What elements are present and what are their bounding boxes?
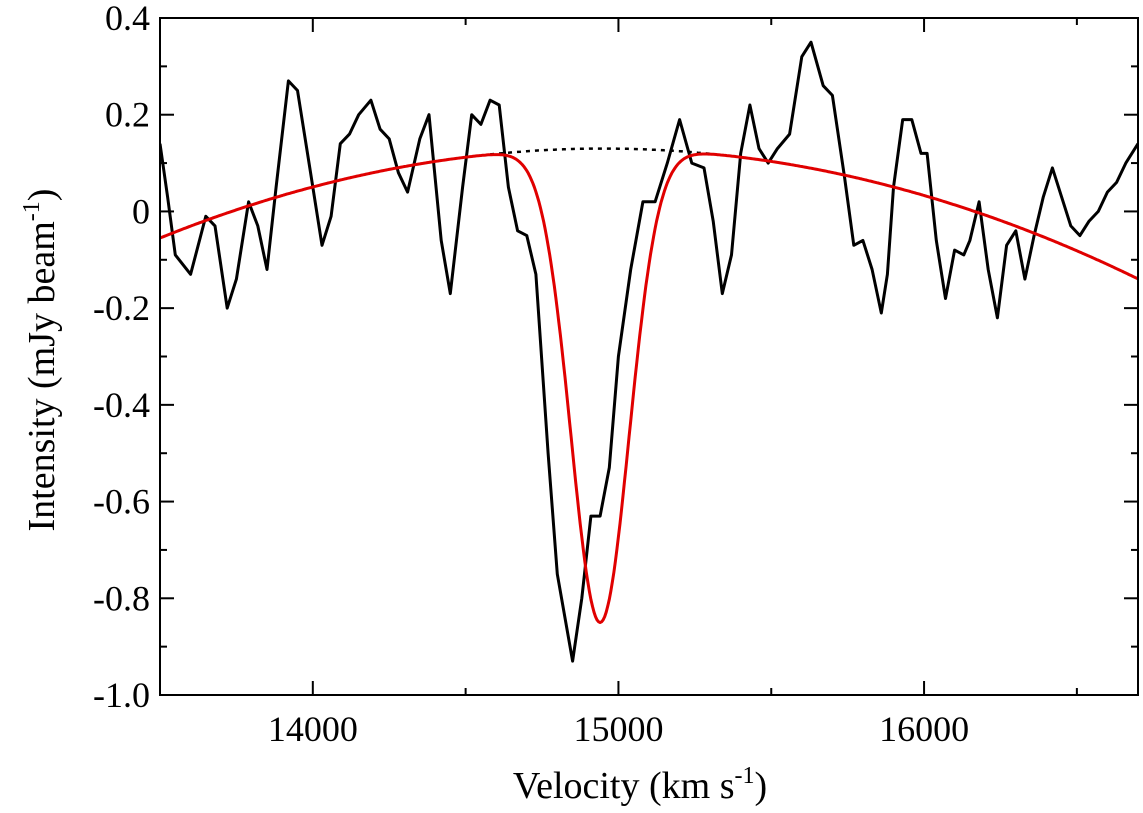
y-tick-label: 0 xyxy=(132,191,150,231)
gaussian-fit-line xyxy=(160,152,1138,624)
ticks-layer: 14000 15000 16000 -1.0 -0.8 -0.6 -0.4 -0.2 0 0.2 0… xyxy=(93,0,1138,749)
baseline-line xyxy=(489,147,711,156)
y-tick-label: -1.0 xyxy=(93,675,150,715)
data-layer xyxy=(160,40,1138,663)
y-tick-label: 0.2 xyxy=(105,95,150,135)
y-tick-label: -0.6 xyxy=(93,482,150,522)
x-tick-label: 16000 xyxy=(879,709,969,749)
y-axis-label: Intensity (mJy beam-1) xyxy=(19,189,63,532)
y-tick-label: -0.2 xyxy=(93,288,150,328)
plot-frame xyxy=(159,17,1139,696)
y-tick-label: -0.8 xyxy=(93,578,150,618)
x-tick-label: 15000 xyxy=(573,709,663,749)
x-axis-label: Velocity (km s-1) xyxy=(513,763,767,807)
y-tick-label: 0.4 xyxy=(105,0,150,38)
spectrum-line xyxy=(160,40,1138,663)
y-tick-label: -0.4 xyxy=(93,385,150,425)
x-tick-label: 14000 xyxy=(268,709,358,749)
